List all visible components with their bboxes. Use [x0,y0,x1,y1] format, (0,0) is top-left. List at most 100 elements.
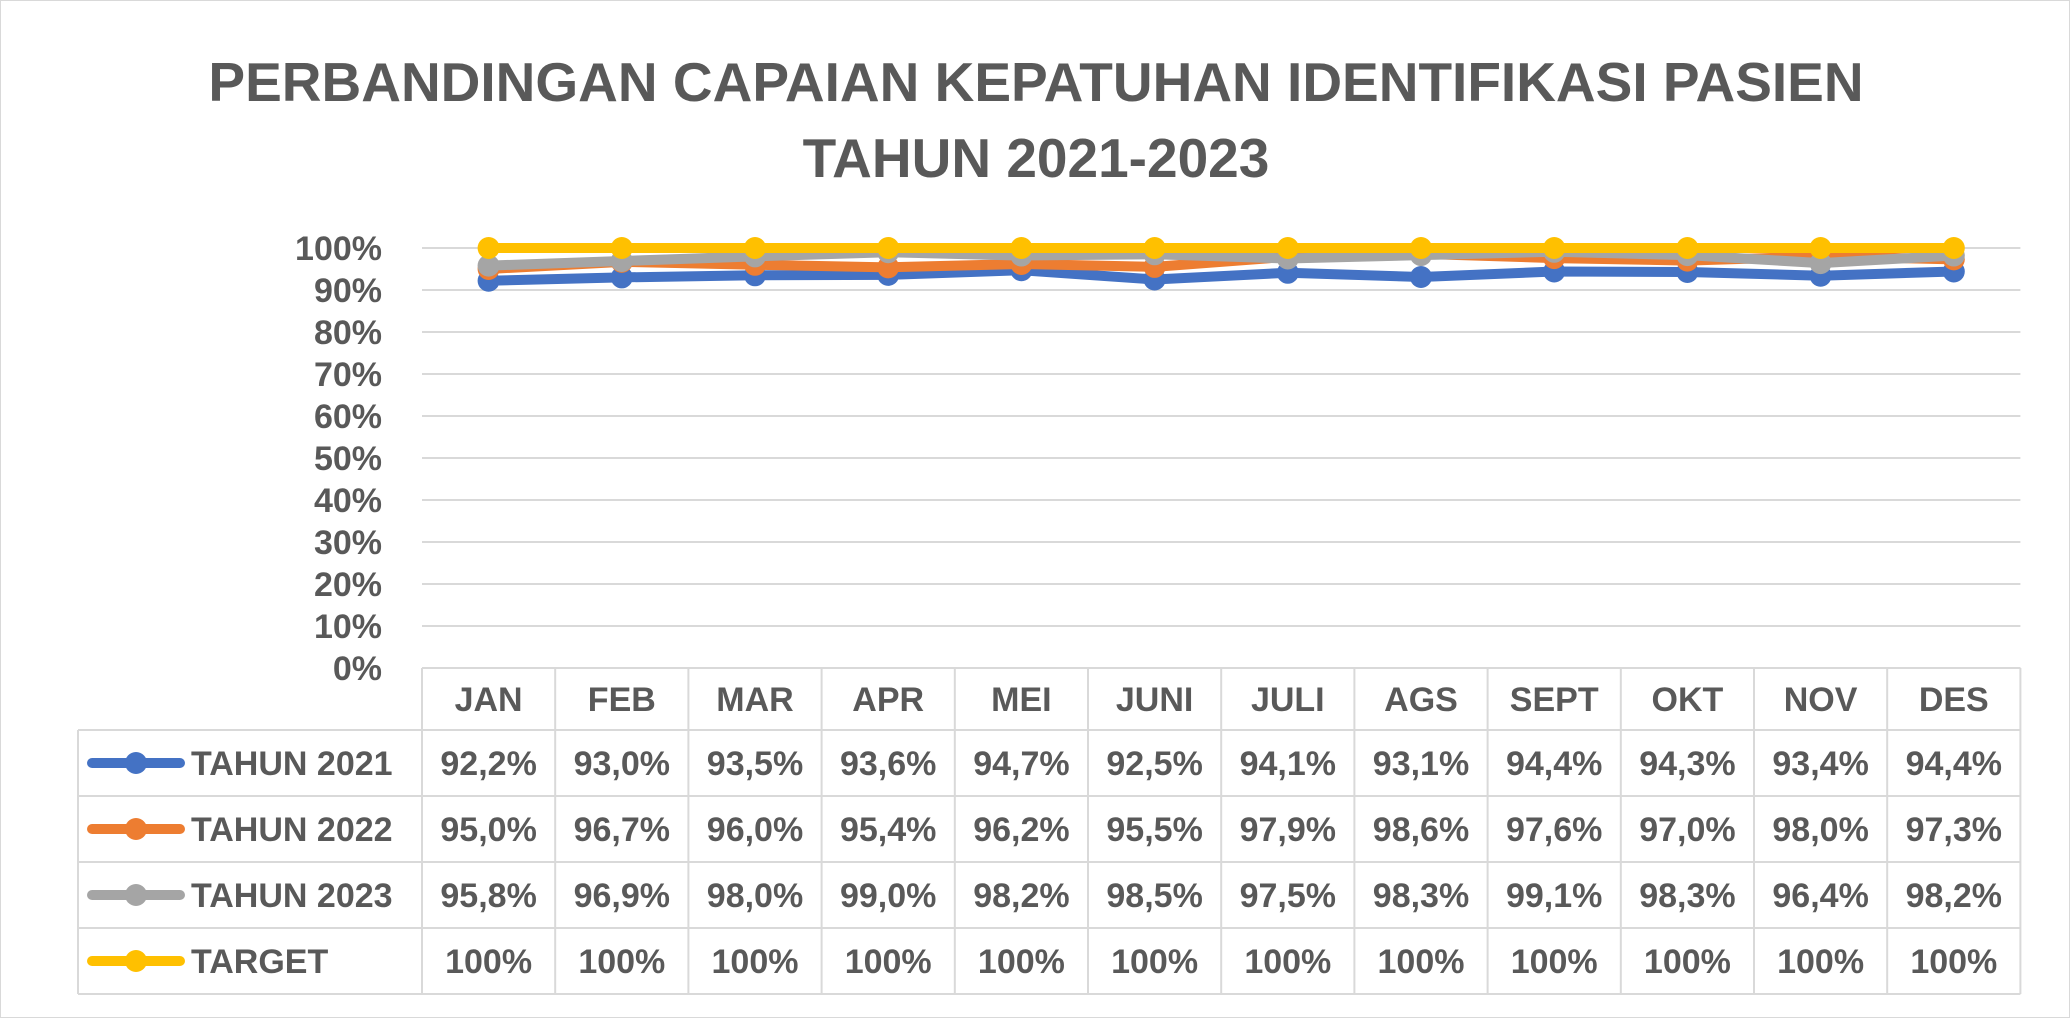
x-tick-label: AGS [1384,681,1458,719]
data-label: 94,3% [1639,745,1735,783]
data-label: 99,0% [840,877,936,915]
data-label: 100% [1910,943,1997,981]
x-tick-label: JUNI [1116,681,1193,719]
data-label: 95,5% [1106,811,1202,849]
data-point [610,237,633,259]
data-label: 96,7% [574,811,670,849]
data-point [877,256,900,279]
data-point [1942,237,1965,259]
data-label: 95,4% [840,811,936,849]
chart-title-line2: TAHUN 2021-2023 [802,127,1270,189]
legend-label: TAHUN 2023 [191,877,393,915]
data-label: 100% [578,943,665,981]
data-label: 97,6% [1506,811,1602,849]
data-label: 98,2% [973,877,1069,915]
data-label: 96,2% [973,811,1069,849]
y-tick-label: 50% [314,440,382,478]
data-label: 98,6% [1373,811,1469,849]
data-point [1143,237,1166,259]
data-label: 98,0% [1772,811,1868,849]
x-tick-label: DES [1919,681,1989,719]
data-label: 96,0% [707,811,803,849]
data-label: 100% [1644,943,1731,981]
y-tick-label: 70% [314,356,382,394]
series-line [483,246,1959,271]
data-label: 94,4% [1906,745,2002,783]
data-label: 97,5% [1240,877,1336,915]
x-tick-label: APR [852,681,924,719]
legend-key-marker [125,752,147,774]
data-point [477,254,500,277]
y-tick-label: 0% [333,650,382,688]
data-point [877,237,900,259]
y-tick-label: 60% [314,398,382,436]
x-tick-label: SEPT [1510,681,1599,719]
data-label: 100% [445,943,532,981]
x-tick-label: JULI [1251,681,1325,719]
x-tick-label: NOV [1784,681,1858,719]
series-lines [477,237,1965,292]
x-tick-label: MAR [716,681,793,719]
y-tick-label: 40% [314,482,382,520]
data-label: 100% [1244,943,1331,981]
data-point [1410,265,1432,288]
data-point [1676,237,1699,259]
data-label: 93,0% [574,745,670,783]
data-label: 100% [845,943,932,981]
legend-label: TARGET [191,943,328,981]
data-label: 100% [712,943,799,981]
data-label: 93,6% [840,745,936,783]
data-point [1010,237,1033,259]
series-line [483,265,1959,286]
data-label: 100% [978,943,1065,981]
data-label: 94,1% [1240,745,1336,783]
data-label: 98,5% [1106,877,1202,915]
data-label: 92,2% [440,745,536,783]
data-label: 95,0% [440,811,536,849]
y-tick-label: 90% [314,272,382,310]
data-label: 94,7% [973,745,1069,783]
legend-key-marker [125,950,147,972]
legend-key-marker [125,818,147,840]
data-label: 96,4% [1772,877,1868,915]
data-point [744,237,766,259]
data-point [1809,252,1832,275]
data-label: 98,2% [1906,877,2002,915]
chart-title: PERBANDINGAN CAPAIAN KEPATUHAN IDENTIFIK… [0,44,2072,196]
x-tick-label: OKT [1652,681,1724,719]
data-point [1410,237,1432,259]
gridlines [422,247,2021,669]
y-tick-label: 20% [314,566,382,604]
data-point [1543,237,1566,259]
x-tick-label: FEB [588,681,656,719]
data-point [1276,237,1299,259]
data-label: 97,3% [1906,811,2002,849]
data-label: 98,0% [707,877,803,915]
legend-key-marker [125,884,147,906]
data-label: 92,5% [1106,745,1202,783]
data-point [610,266,633,289]
y-tick-label: 10% [314,608,382,646]
data-label: 100% [1511,943,1598,981]
data-label: 99,1% [1506,877,1602,915]
data-label: 93,5% [707,745,803,783]
y-axis: 0% 10% 20% 30% 40% 50% 60% 70% 80% 90% 100% [295,230,382,688]
x-tick-label: MEI [991,681,1051,719]
data-table: JAN FEB MAR APR MEI JUNI JULI AGS SEPT OKT NOV DES T… [77,667,2022,995]
x-tick-label: JAN [455,681,523,719]
data-label: 96,9% [574,877,670,915]
data-label: 100% [1111,943,1198,981]
data-label: 93,4% [1772,745,1868,783]
data-label: 100% [1378,943,1465,981]
data-label: 95,8% [440,877,536,915]
legend-label: TAHUN 2022 [191,811,393,849]
data-label: 93,1% [1373,745,1469,783]
data-label: 97,0% [1639,811,1735,849]
data-label: 98,3% [1373,877,1469,915]
y-tick-label: 30% [314,524,382,562]
data-point [477,237,500,259]
data-point [1809,237,1832,259]
data-label: 97,9% [1240,811,1336,849]
